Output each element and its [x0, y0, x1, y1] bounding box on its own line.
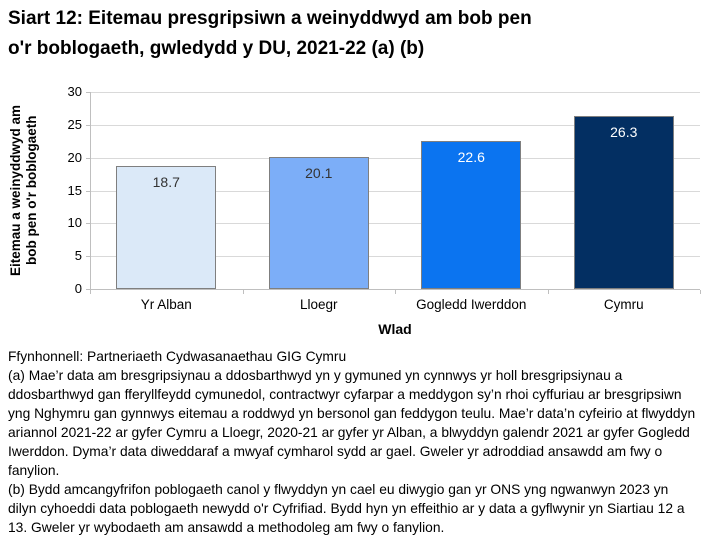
- y-tick-mark: [86, 157, 90, 159]
- x-category-label: Yr Alban: [140, 297, 192, 312]
- y-tick-mark: [86, 124, 90, 126]
- chart-title-line-2: o'r boblogaeth, gwledydd y DU, 2021-22 (…: [8, 38, 425, 59]
- y-tick-mark: [86, 190, 90, 192]
- gridline: [90, 124, 700, 126]
- source-line: Ffynhonnell: Partneriaeth Cydwasanaethau…: [8, 349, 347, 364]
- y-tick-mark: [86, 92, 90, 93]
- y-tick-label: 15: [67, 182, 82, 198]
- gridline: [90, 223, 700, 225]
- bar-lloegr: 20.1: [268, 157, 369, 289]
- chart-title: Siart 12: Eitemau presgripsiwn a weinydd…: [8, 4, 703, 64]
- y-axis-title-line-2: bob pen o'r boblogaeth: [24, 115, 39, 266]
- bar-yr-alban: 18.7: [116, 166, 217, 289]
- x-axis-title: Wlad: [378, 321, 412, 337]
- chart-title-line-1: Siart 12: Eitemau presgripsiwn a weinydd…: [8, 8, 532, 29]
- x-category-label: Lloegr: [299, 297, 338, 312]
- y-tick-label: 5: [74, 248, 82, 264]
- gridline: [90, 256, 700, 258]
- y-tick-mark: [86, 289, 90, 290]
- x-axis-line: [90, 289, 700, 290]
- bar-gogledd-iwerddon: 22.6: [421, 140, 522, 289]
- gridline: [90, 190, 700, 192]
- x-tick-mark: [242, 290, 244, 294]
- y-tick-label: 25: [67, 116, 82, 132]
- x-tick-mark: [700, 290, 701, 294]
- bar-cymru: 26.3: [573, 116, 674, 289]
- bar-chart: Eitemau a weinyddwyd am bob pen o'r boblo…: [0, 84, 707, 346]
- y-tick-label: 10: [67, 215, 82, 231]
- y-tick-label: 20: [67, 149, 82, 165]
- gridline: [90, 92, 700, 93]
- x-category-label: Cymru: [603, 297, 644, 312]
- x-tick-mark: [90, 290, 91, 294]
- footnotes: Ffynhonnell: Partneriaeth Cydwasanaethau…: [8, 347, 700, 537]
- bar-value-label: 26.3: [610, 124, 638, 141]
- bar-value-label: 20.1: [305, 165, 333, 181]
- bar-value-label: 22.6: [457, 148, 485, 165]
- y-tick-label: 0: [74, 281, 82, 296]
- footnote-a: (a) Mae’r data am bresgripsiynau a ddosb…: [8, 368, 696, 478]
- gridline: [90, 157, 700, 159]
- y-axis-title-text: Eitemau a weinyddwyd am bob pen o'r boblo…: [8, 92, 40, 289]
- y-axis-title: Eitemau a weinyddwyd am bob pen o'r boblo…: [8, 92, 40, 289]
- y-tick-label: 30: [67, 84, 82, 99]
- y-axis-line: [90, 92, 91, 289]
- x-tick-mark: [395, 290, 396, 294]
- x-tick-mark: [547, 290, 549, 294]
- y-tick-mark: [86, 256, 90, 258]
- y-tick-mark: [86, 223, 90, 225]
- y-axis-title-line-1: Eitemau a weinyddwyd am: [8, 104, 23, 277]
- footnote-b: (b) Bydd amcangyfrifon poblogaeth canol …: [8, 482, 685, 535]
- bar-value-label: 18.7: [152, 174, 180, 191]
- x-category-label: Gogledd Iwerddon: [416, 297, 527, 312]
